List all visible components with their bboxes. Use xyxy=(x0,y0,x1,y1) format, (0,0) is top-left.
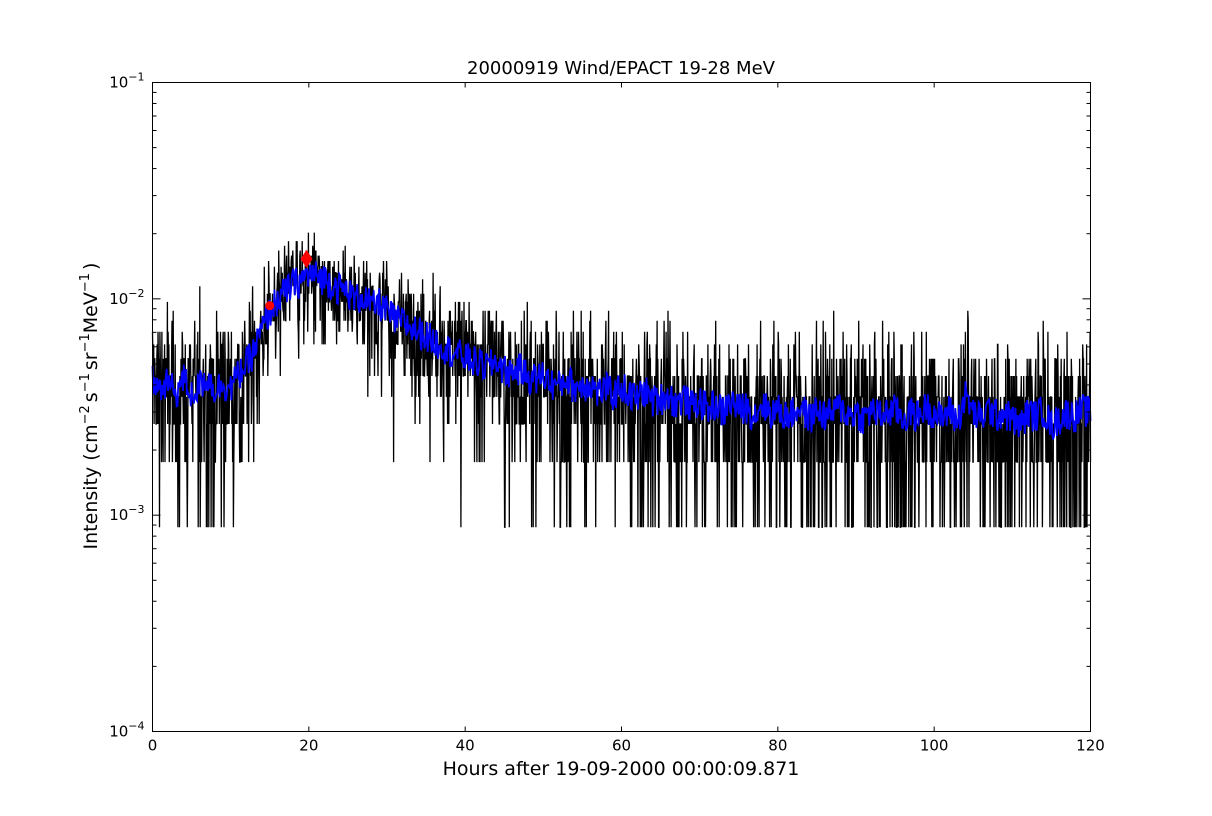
x-tick-label: 20 xyxy=(299,737,318,755)
x-tick-label: 0 xyxy=(148,737,158,755)
x-tick-label: 100 xyxy=(920,737,949,755)
y-label-exp: −1 xyxy=(78,373,93,392)
chart-title: 20000919 Wind/EPACT 19-28 MeV xyxy=(467,58,776,79)
y-label-exp: −1 xyxy=(78,273,93,292)
y-label-exp: −1 xyxy=(78,333,93,352)
y-label-s: s xyxy=(80,392,102,402)
y-label-close: ) xyxy=(80,263,102,270)
x-axis-label: Hours after 19-09-2000 00:00:09.871 xyxy=(443,758,800,780)
y-tick-label: 10−2 xyxy=(109,287,144,308)
y-label-sr: sr xyxy=(80,352,102,370)
x-tick-label: 40 xyxy=(456,737,475,755)
axis-ticks: 0 20 40 60 80 100 120 10−4 10−3 10−2 10−1 xyxy=(109,71,1105,755)
y-tick-label: 10−1 xyxy=(109,71,144,92)
smoothed-intensity-line xyxy=(151,261,1092,440)
peak-marker xyxy=(300,249,313,268)
raw-intensity-line xyxy=(151,232,1092,528)
y-tick-label: 10−3 xyxy=(109,503,144,524)
y-label-main: Intensity (cm xyxy=(80,424,102,549)
y-label-mev: MeV xyxy=(80,292,102,333)
x-tick-label: 120 xyxy=(1076,737,1105,755)
x-tick-label: 60 xyxy=(612,737,631,755)
x-tick-label: 80 xyxy=(768,737,787,755)
data-layer xyxy=(151,232,1092,528)
y-axis-label: Intensity (cm−2s−1sr−1MeV−1) xyxy=(78,263,102,550)
onset-marker xyxy=(265,301,275,311)
y-tick-label: 10−4 xyxy=(109,720,144,741)
y-label-exp: −2 xyxy=(78,405,93,424)
